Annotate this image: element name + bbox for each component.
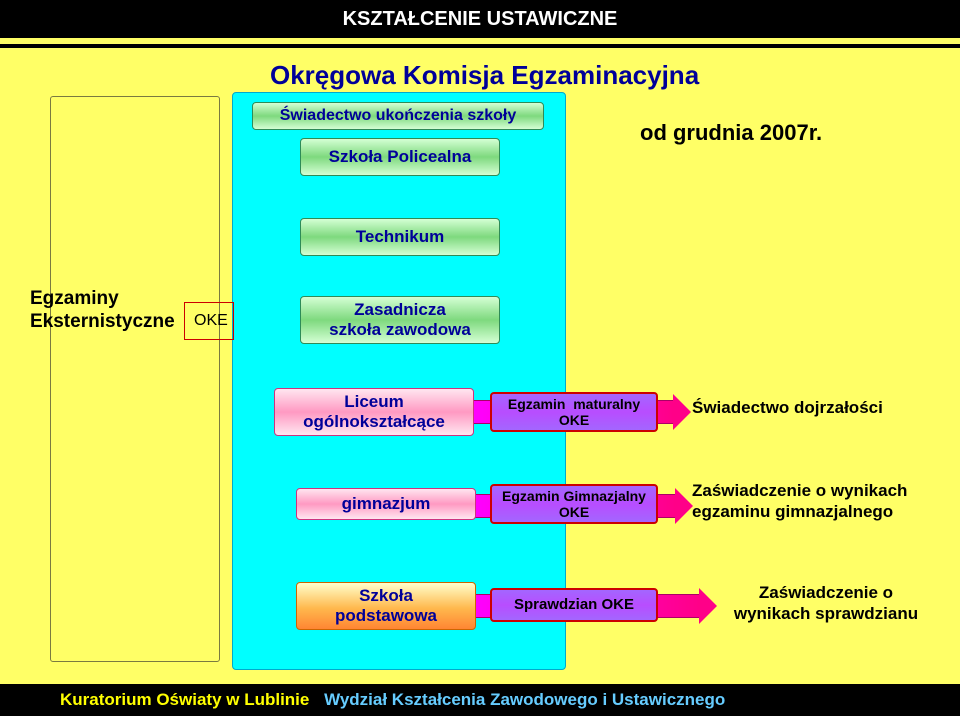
node-label: Egzamin maturalny OKE bbox=[502, 396, 646, 428]
node-label: Świadectwo ukończenia szkoły bbox=[274, 107, 523, 125]
node-liceum: Liceum ogólnokształcące bbox=[274, 388, 474, 436]
left-label: Egzaminy Eksternistyczne bbox=[30, 288, 175, 334]
page-title: KSZTAŁCENIE USTAWICZNE bbox=[343, 8, 618, 30]
page-title-bar: KSZTAŁCENIE USTAWICZNE bbox=[0, 0, 960, 38]
node-label: Szkoła Policealna bbox=[323, 147, 478, 167]
side-panel bbox=[50, 96, 220, 662]
heading: Okręgowa Komisja Egzaminacyjna bbox=[270, 60, 699, 91]
node-label: Zasadnicza szkoła zawodowa bbox=[323, 300, 477, 339]
footer-bar: Kuratorium Oświaty w Lublinie Wydział Ks… bbox=[0, 684, 960, 716]
footer-left: Kuratorium Oświaty w Lublinie bbox=[0, 690, 309, 709]
node-label: Szkoła podstawowa bbox=[329, 586, 443, 625]
node-swiadectwo-ukonczenia: Świadectwo ukończenia szkoły bbox=[252, 102, 544, 130]
result-zaswiadczenie-sprawdzian: Zaświadczenie o wynikach sprawdzianu bbox=[716, 582, 936, 625]
footer-right: Wydział Kształcenia Zawodowego i Ustawic… bbox=[314, 690, 725, 709]
oke-label: OKE bbox=[194, 312, 228, 330]
result-zaswiadczenie-gimnazjum: Zaświadczenie o wynikach egzaminu gimnaz… bbox=[692, 480, 952, 523]
note-date: od grudnia 2007r. bbox=[640, 120, 822, 146]
node-sprawdzian: Sprawdzian OKE bbox=[490, 588, 658, 622]
node-label: Liceum ogólnokształcące bbox=[297, 392, 451, 431]
node-egzamin-gimnazjalny: Egzamin Gimnazjalny OKE bbox=[490, 484, 658, 524]
node-label: Technikum bbox=[350, 227, 450, 247]
node-technikum: Technikum bbox=[300, 218, 500, 256]
node-gimnazjum: gimnazjum bbox=[296, 488, 476, 520]
node-szkola-policealna: Szkoła Policealna bbox=[300, 138, 500, 176]
node-zasadnicza: Zasadnicza szkoła zawodowa bbox=[300, 296, 500, 344]
node-label: gimnazjum bbox=[336, 494, 437, 514]
node-egzamin-maturalny: Egzamin maturalny OKE bbox=[490, 392, 658, 432]
result-swiadectwo-dojrzalosci: Świadectwo dojrzałości bbox=[692, 398, 932, 418]
divider bbox=[0, 44, 960, 48]
node-szkola-podstawowa: Szkoła podstawowa bbox=[296, 582, 476, 630]
node-label: Sprawdzian OKE bbox=[508, 596, 640, 613]
node-label: Egzamin Gimnazjalny OKE bbox=[496, 488, 652, 520]
